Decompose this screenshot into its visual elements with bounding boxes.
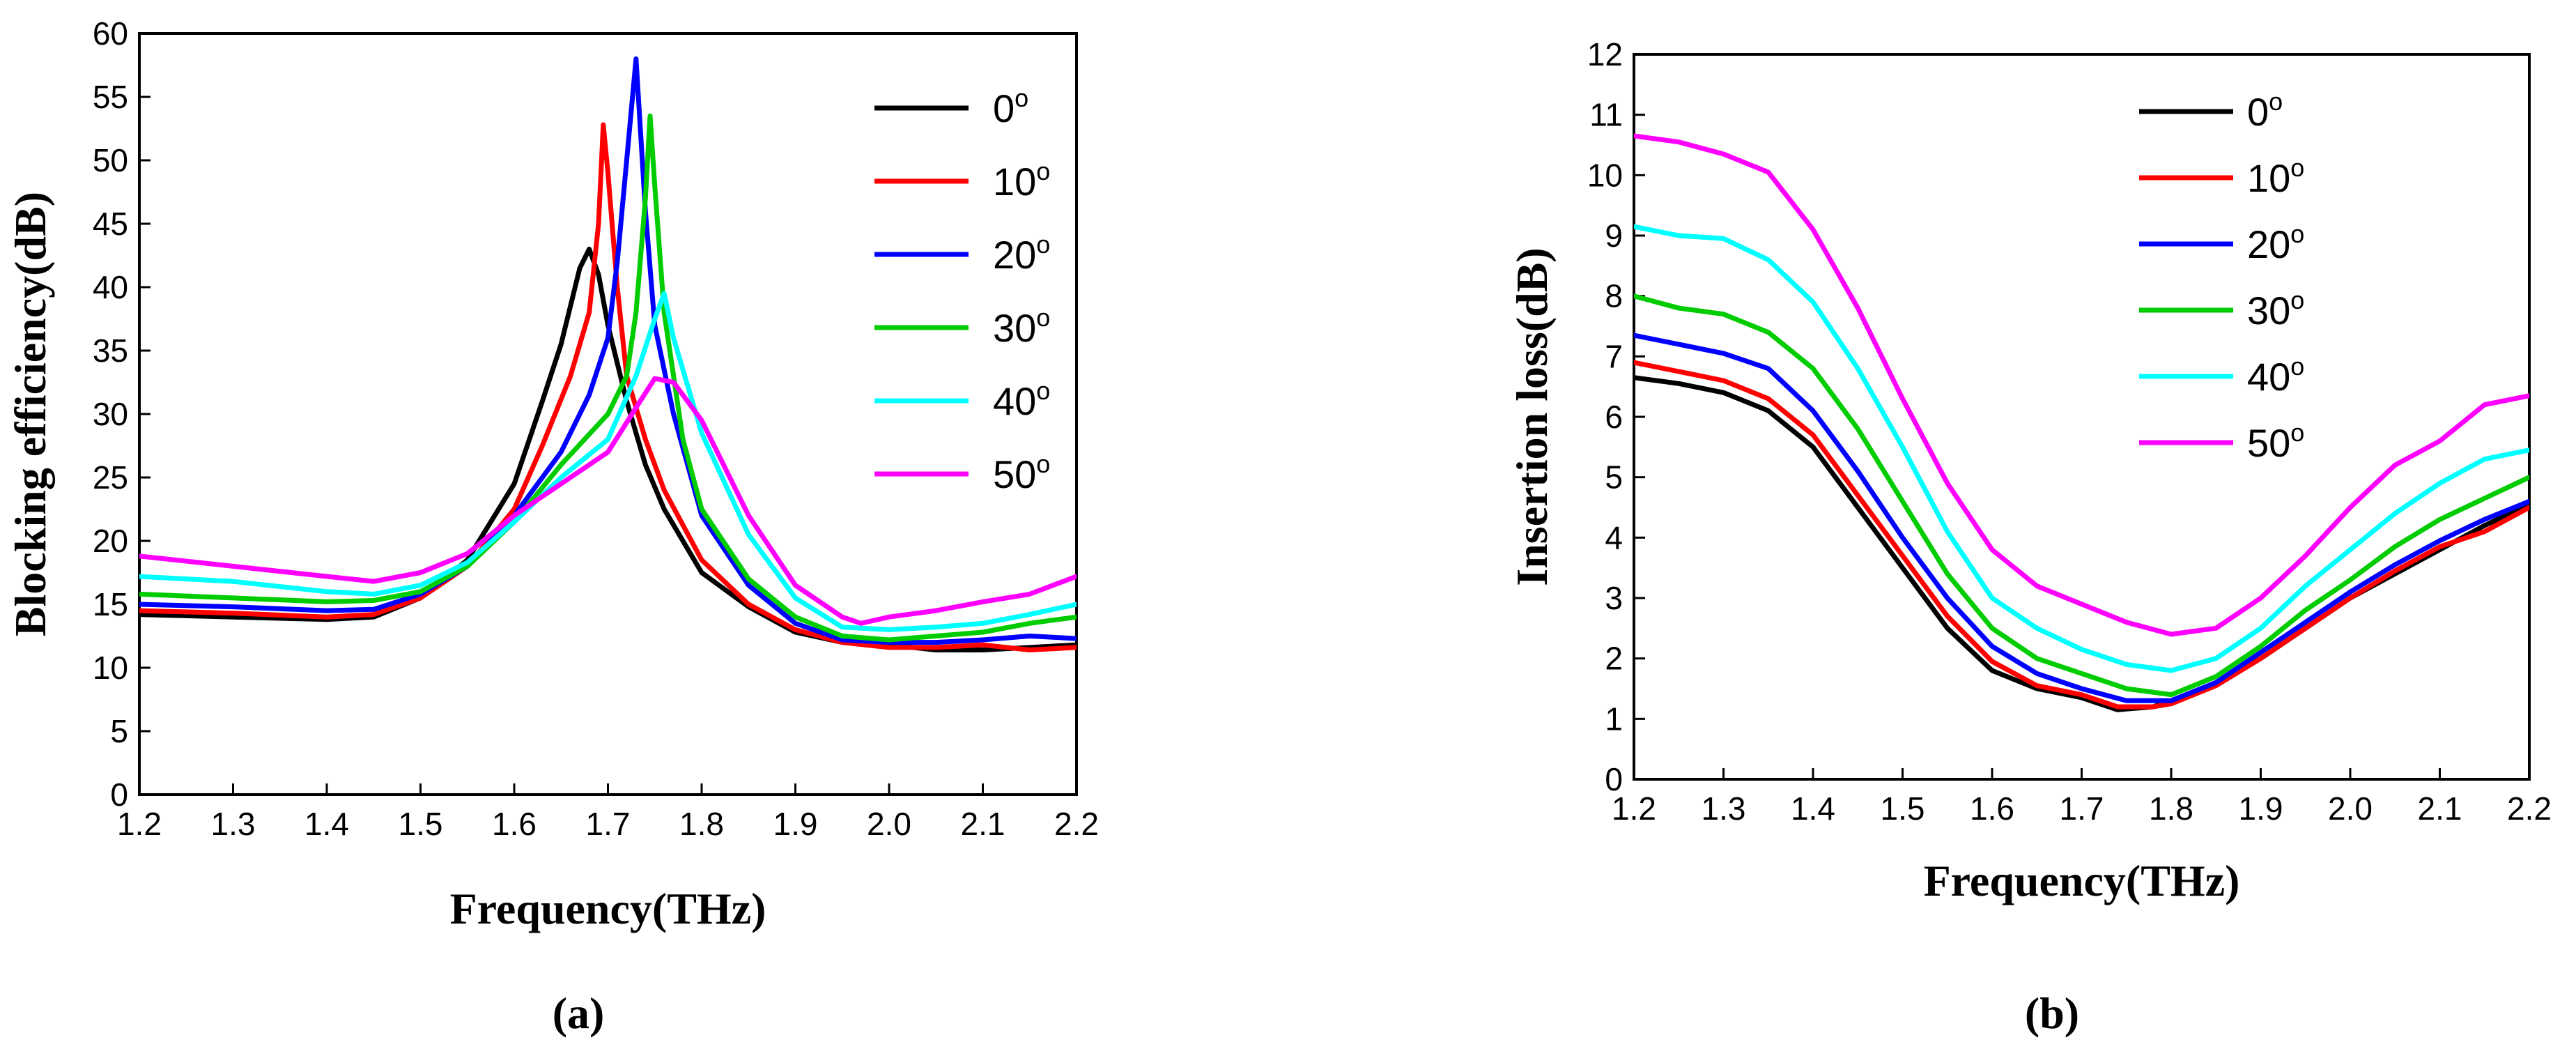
a-legend-label-0: 0o: [993, 84, 1028, 130]
b-x-tick-label: 1.8: [2149, 790, 2193, 827]
a-y-tick-label: 35: [93, 332, 128, 369]
a-legend-label-50: 50o: [993, 450, 1050, 496]
a-x-tick-label: 2.2: [1054, 806, 1099, 842]
a-x-tick-label: 1.3: [211, 806, 256, 842]
b-series-40-deg-line: [1634, 224, 2529, 673]
panel-a: 1.2 1.3 1.4 1.5 1.6 1.7 1.8 1.9 2.0 2.1 2.2 0 5 10 15 2…: [6, 15, 1099, 1038]
a-y-tick-label: 20: [93, 523, 128, 559]
b-legend-label-10: 10o: [2247, 153, 2304, 200]
a-y-axis-title: Blocking efficiency(dB): [6, 192, 55, 636]
a-y-tick-label: 45: [93, 206, 128, 242]
b-series-20-deg-line: [1634, 332, 2529, 703]
b-y-tick-label: 7: [1605, 338, 1623, 374]
b-series-10-deg-line: [1634, 360, 2529, 710]
b-x-tick-label: 1.4: [1791, 790, 1835, 827]
b-series-0-deg-line: [1634, 375, 2529, 712]
b-series-50-deg-line: [1634, 133, 2529, 637]
a-series-20-deg-line: [139, 56, 1077, 645]
b-x-tick-label: 1.2: [1612, 790, 1656, 827]
a-x-tick-label: 1.5: [399, 806, 443, 842]
a-x-tick-label: 2.0: [867, 806, 911, 842]
b-x-axis-title: Frequency(THz): [1924, 856, 2240, 905]
a-y-tick-label: 15: [93, 586, 128, 622]
b-x-tick-label: 1.7: [2060, 790, 2104, 827]
a-x-tick-label: 1.8: [679, 806, 724, 842]
b-y-tick-label: 5: [1605, 459, 1623, 496]
a-y-tick-label: 30: [93, 396, 128, 432]
a-y-tick-label: 10: [93, 650, 128, 686]
b-y-tick-label: 6: [1605, 399, 1623, 435]
a-y-tick-label: 0: [110, 776, 128, 813]
a-x-axis-title: Frequency(THz): [450, 884, 766, 933]
b-y-tick-label: 4: [1605, 519, 1623, 556]
b-y-tick-label: 12: [1587, 36, 1623, 72]
a-y-tick-label: 5: [110, 713, 128, 749]
b-legend-label-0: 0o: [2247, 87, 2283, 134]
b-legend-label-50: 50o: [2247, 418, 2304, 465]
a-series-30-deg-line: [139, 113, 1077, 643]
b-x-tick-label: 2.1: [2418, 790, 2462, 827]
a-x-tick-label: 1.4: [304, 806, 349, 842]
b-y-tick-label: 10: [1587, 157, 1623, 193]
b-y-tick-label: 11: [1589, 97, 1623, 133]
panel-b: 1.2 1.3 1.4 1.5 1.6 1.7 1.8 1.9 2.0 2.1 2.20123456…: [1507, 36, 2552, 1038]
a-y-tick-label: 60: [93, 15, 128, 52]
b-y-tick-label: 0: [1605, 761, 1623, 797]
b-y-tick-label: 8: [1605, 278, 1623, 314]
b-x-tick-label: 1.5: [1881, 790, 1925, 827]
a-y-tick-label: 25: [93, 459, 128, 496]
a-legend-label-10: 10o: [993, 157, 1050, 204]
a-y-tick-label: 55: [93, 79, 128, 115]
b-x-tick-label: 1.9: [2239, 790, 2283, 827]
b-x-tick-label: 2.2: [2507, 790, 2552, 827]
a-x-tick-label: 1.9: [773, 806, 818, 842]
a-series-50-deg-line: [139, 376, 1077, 626]
b-x-tick-label: 2.0: [2328, 790, 2373, 827]
b-y-tick-label: 3: [1605, 580, 1623, 616]
a-legend-label-40: 40o: [993, 376, 1050, 423]
b-legend-label-40: 40o: [2247, 352, 2304, 399]
b-series-30-deg-line: [1634, 293, 2529, 698]
b-y-axis-title: Insertion loss(dB): [1507, 247, 1557, 585]
a-series-40-deg-line: [139, 291, 1077, 632]
b-plot-frame: [1633, 53, 2531, 781]
a-x-tick-label: 1.2: [117, 806, 162, 842]
b-y-tick-label: 2: [1605, 641, 1623, 677]
b-y-tick-label: 9: [1605, 217, 1623, 254]
a-series-10-deg-line: [139, 122, 1077, 652]
a-legend-label-20: 20o: [993, 230, 1050, 277]
a-legend-label-30: 30o: [993, 303, 1050, 350]
a-y-tick-label: 40: [93, 269, 128, 305]
b-x-tick-label: 1.6: [1970, 790, 2014, 827]
b-y-tick-label: 1: [1605, 700, 1623, 737]
a-x-tick-label: 1.6: [492, 806, 537, 842]
a-x-tick-label: 1.7: [586, 806, 631, 842]
a-y-tick-label: 50: [93, 142, 128, 178]
b-panel-caption: (b): [2025, 988, 2079, 1038]
b-legend-label-20: 20o: [2247, 220, 2304, 266]
a-panel-caption: (a): [553, 988, 605, 1038]
a-x-tick-label: 2.1: [961, 806, 1005, 842]
b-legend-label-30: 30o: [2247, 286, 2304, 332]
b-x-tick-label: 1.3: [1702, 790, 1746, 827]
